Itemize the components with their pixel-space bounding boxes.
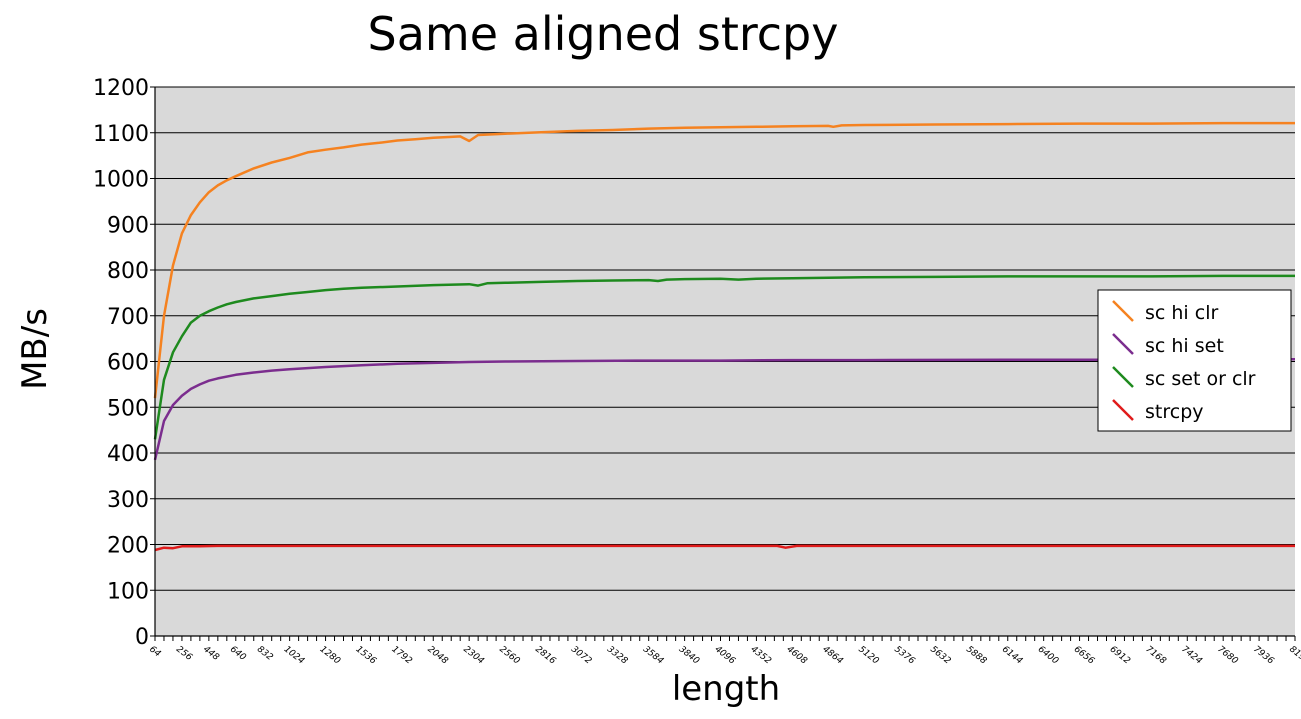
y-tick-label: 700 xyxy=(107,305,149,330)
x-axis-title: length xyxy=(672,669,780,709)
y-tick-label: 200 xyxy=(107,534,149,559)
series-line xyxy=(153,121,1295,399)
legend-swatch xyxy=(1112,300,1134,322)
y-tick-labels: 0 100 200 300 400 500 600 700 800 900 1000 1100 1200 xyxy=(93,76,155,650)
y-tick-label: 1200 xyxy=(93,76,149,101)
legend-swatch xyxy=(1112,399,1134,421)
series-line xyxy=(153,357,1296,461)
chart-title: Same aligned strcpy xyxy=(368,7,839,61)
y-tick-label: 100 xyxy=(107,579,149,604)
y-tick-label: 500 xyxy=(107,396,149,421)
y-tick-label: 600 xyxy=(107,351,149,376)
y-tick-label: 300 xyxy=(107,488,149,513)
y-tick-label: 1000 xyxy=(93,168,149,193)
y-tick-label: 400 xyxy=(107,442,149,467)
y-tick-label: 800 xyxy=(107,259,149,284)
legend-swatch xyxy=(1112,366,1134,388)
legend-label: sc hi set xyxy=(1145,335,1224,357)
legend-label: strcpy xyxy=(1145,401,1204,423)
series-lines xyxy=(153,121,1296,552)
y-axis-title: MB/s xyxy=(15,308,55,390)
y-tick-label: 900 xyxy=(107,213,149,238)
legend-label: sc hi clr xyxy=(1145,302,1218,324)
y-tick-label: 0 xyxy=(135,625,149,650)
series-line xyxy=(154,544,1295,552)
legend-label: sc set or clr xyxy=(1145,368,1256,390)
series-line xyxy=(153,274,1295,440)
legend-swatch xyxy=(1112,333,1134,355)
legend-box xyxy=(1097,289,1292,432)
legend: sc hi clr sc hi set sc set or clr strcpy xyxy=(1097,289,1292,432)
y-tick-label: 1100 xyxy=(93,122,149,147)
